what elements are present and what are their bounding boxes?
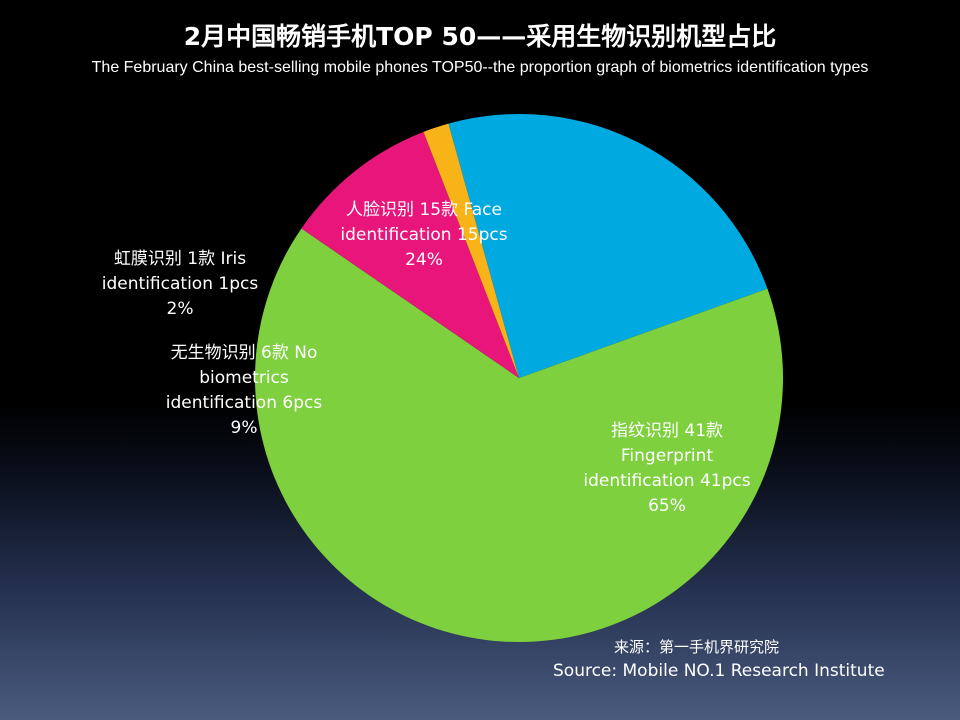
slice-label-line: Fingerprint (621, 446, 714, 466)
slice-label-fingerprint: 指纹识别 41款 Fingerprint identification 41pcs 6… (583, 421, 750, 516)
source-note-zh: 来源：第一手机界研究院 (614, 638, 780, 656)
pie-slices (254, 114, 783, 643)
slice-label-line: identification 41pcs (583, 471, 750, 491)
pie-labels: 人脸识别 15款 Face identification 15pcs 24% 指纹识别… (102, 200, 751, 516)
pie-slice-face (448, 114, 768, 378)
chart-subtitle: The February China best-selling mobile p… (91, 59, 869, 76)
slice-label-line: 2% (167, 299, 194, 319)
slice-label-iris: 虹膜识别 1款 Iris identification 1pcs 2% (102, 249, 259, 319)
pie-slice-iris (423, 123, 519, 378)
pie-slice-no-biometrics (301, 131, 519, 378)
slice-label-line: 无生物识别 6款 No (171, 343, 318, 363)
slice-label-line: identification 15pcs (340, 225, 507, 245)
source-note-en: Source: Mobile NO.1 Research Institute (553, 661, 885, 681)
slice-label-line: 24% (405, 250, 443, 270)
slice-label-line: 9% (231, 418, 258, 438)
pie-slice-fingerprint (254, 228, 783, 643)
slice-label-face: 人脸识别 15款 Face identification 15pcs 24% (340, 200, 507, 270)
chart-title: 2月中国畅销手机TOP 50——采用生物识别机型占比 (183, 22, 777, 51)
slice-label-line: 指纹识别 41款 (611, 421, 723, 441)
slice-label-line: 人脸识别 15款 Face (346, 200, 502, 220)
slice-label-line: 65% (648, 496, 686, 516)
slice-label-line: biometrics (199, 368, 289, 388)
slice-label-no-biometrics: 无生物识别 6款 No biometrics identification 6pcs… (166, 343, 323, 438)
slice-label-line: 虹膜识别 1款 Iris (114, 249, 246, 269)
slice-label-line: identification 1pcs (102, 274, 259, 294)
slice-label-line: identification 6pcs (166, 393, 323, 413)
